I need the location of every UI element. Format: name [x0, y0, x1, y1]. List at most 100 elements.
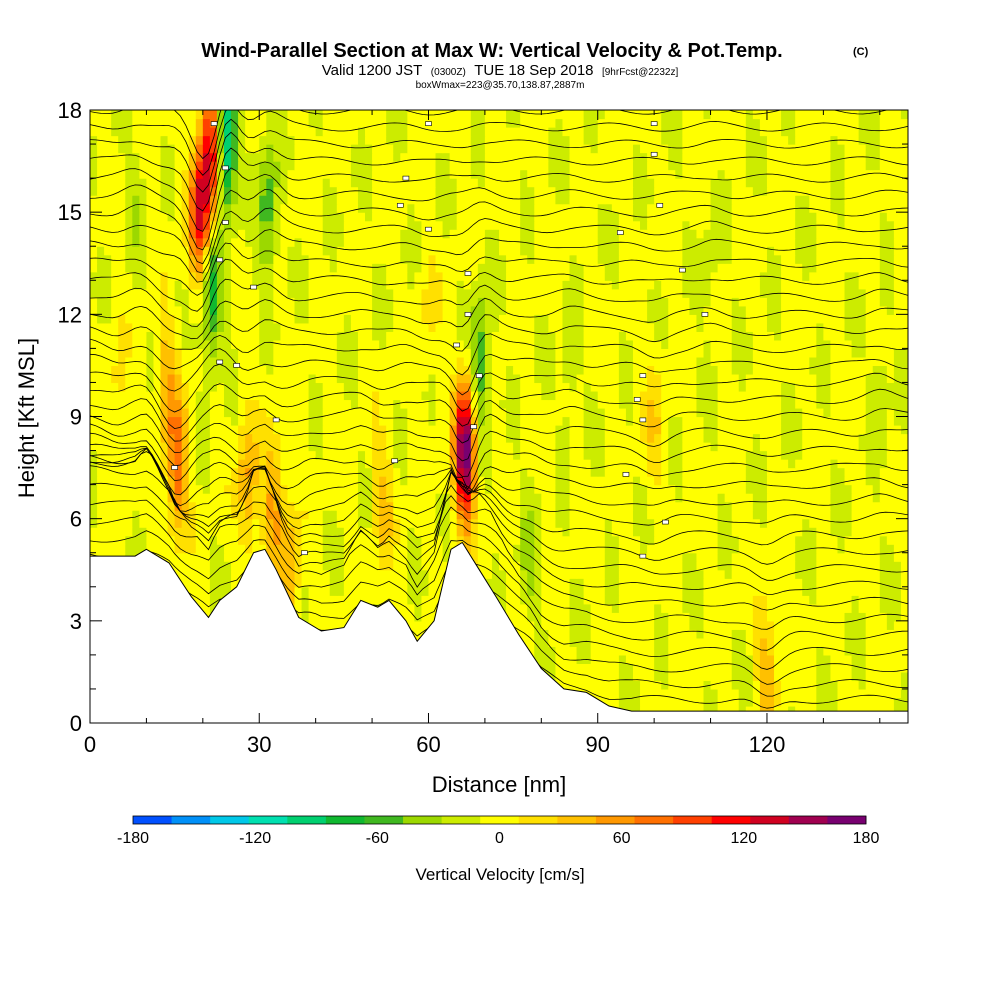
field-cell	[534, 459, 542, 469]
field-cell	[273, 552, 281, 562]
field-cell	[668, 586, 676, 596]
field-cell	[597, 501, 606, 511]
field-cell	[513, 416, 521, 426]
field-cell	[816, 476, 824, 486]
field-cell	[611, 552, 620, 562]
field-cell	[350, 433, 359, 443]
field-cell	[576, 407, 585, 418]
field-cell	[393, 561, 401, 571]
field-cell	[167, 382, 176, 392]
field-cell	[696, 569, 705, 579]
field-cell	[365, 399, 373, 409]
field-cell	[428, 356, 437, 367]
field-cell	[315, 476, 324, 486]
field-cell	[893, 620, 902, 630]
field-cell	[752, 654, 761, 664]
field-cell	[231, 416, 239, 426]
field-cell	[774, 484, 782, 494]
field-cell	[555, 493, 564, 503]
field-cell	[386, 399, 394, 409]
field-cell	[266, 373, 274, 384]
field-cell	[752, 578, 761, 588]
field-cell	[407, 544, 415, 554]
field-cell	[618, 390, 627, 401]
field-cell	[484, 518, 493, 528]
field-cell	[731, 442, 740, 452]
field-cell	[167, 527, 176, 537]
field-cell	[132, 442, 140, 452]
field-cell	[245, 527, 253, 537]
field-cell	[372, 569, 380, 579]
field-cell	[830, 578, 839, 588]
field-cell	[280, 467, 289, 477]
field-cell	[90, 493, 98, 503]
field-cell	[788, 527, 796, 537]
field-cell	[463, 459, 472, 469]
field-cell	[802, 373, 810, 384]
field-cell	[506, 484, 514, 494]
field-cell	[682, 663, 690, 673]
field-cell	[858, 373, 867, 384]
field-cell	[209, 382, 218, 392]
field-cell	[774, 382, 782, 392]
field-cell	[569, 476, 578, 486]
field-cell	[766, 569, 775, 579]
field-cell	[506, 501, 514, 511]
field-cell	[738, 390, 747, 401]
field-cell	[675, 484, 683, 494]
field-cell	[781, 654, 789, 664]
field-cell	[484, 484, 493, 494]
field-cell	[252, 433, 260, 443]
field-cell	[548, 425, 557, 435]
field-cell	[414, 620, 423, 630]
field-cell	[668, 637, 676, 647]
field-cell	[597, 484, 606, 494]
field-cell	[900, 586, 908, 596]
field-cell	[463, 493, 472, 503]
field-cell	[400, 442, 408, 452]
field-cell	[774, 501, 782, 511]
field-cell	[858, 612, 867, 622]
field-cell	[470, 527, 479, 537]
field-cell	[604, 416, 613, 426]
field-cell	[534, 569, 542, 579]
field-cell	[118, 365, 126, 375]
field-cell	[238, 561, 246, 571]
field-cell	[146, 450, 155, 460]
field-cell	[238, 390, 246, 401]
field-cell	[640, 671, 648, 682]
field-cell	[604, 501, 613, 511]
field-cell	[604, 425, 613, 435]
field-cell	[421, 578, 430, 588]
field-cell	[407, 450, 415, 460]
field-cell	[463, 518, 472, 528]
field-cell	[816, 654, 824, 664]
field-cell	[435, 501, 444, 511]
field-cell	[879, 569, 888, 579]
field-cell	[781, 680, 789, 690]
field-cell	[590, 416, 599, 426]
field-cell	[844, 578, 853, 588]
field-cell	[611, 493, 620, 503]
field-cell	[322, 373, 331, 384]
field-cell	[393, 595, 401, 605]
field-cell	[202, 552, 211, 562]
field-cell	[238, 450, 246, 460]
field-cell	[301, 527, 310, 537]
field-cell	[470, 425, 479, 435]
field-cell	[167, 425, 176, 435]
field-cell	[745, 365, 754, 375]
field-cell	[132, 518, 140, 528]
field-cell	[766, 450, 775, 460]
field-cell	[710, 671, 719, 682]
field-cell	[893, 390, 902, 401]
field-cell	[731, 697, 740, 707]
field-cell	[844, 382, 853, 392]
field-cell	[499, 561, 507, 571]
field-cell	[506, 569, 514, 579]
field-cell	[308, 493, 317, 503]
field-cell	[280, 382, 289, 392]
field-cell	[583, 569, 592, 579]
field-cell	[463, 501, 472, 511]
field-cell	[216, 382, 225, 392]
